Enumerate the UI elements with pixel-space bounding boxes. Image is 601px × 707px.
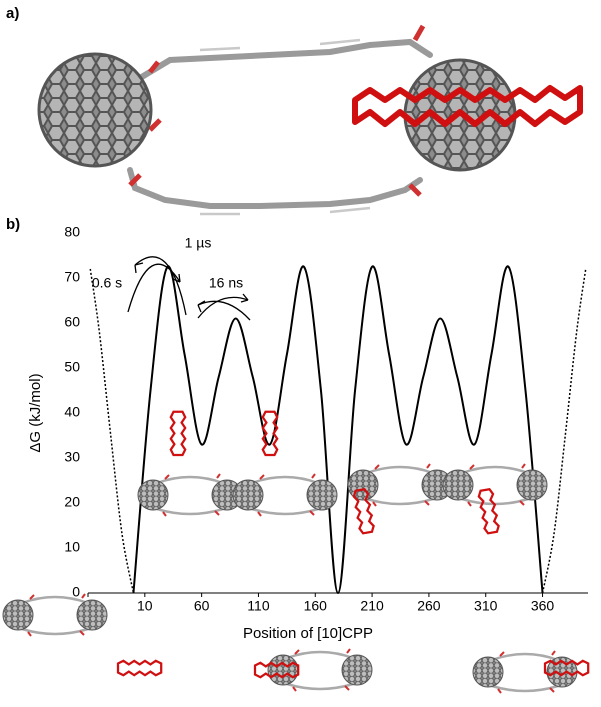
energy-curve	[543, 269, 586, 593]
y-tick-label: 30	[64, 449, 80, 465]
x-tick-label: 360	[531, 598, 555, 614]
x-tick-label: 210	[360, 598, 384, 614]
panel-label: a)	[6, 5, 19, 22]
rate-annotation: 1 µs	[185, 235, 212, 251]
energy-curve	[133, 266, 542, 593]
y-tick-label: 20	[64, 494, 80, 510]
x-tick-label: 60	[194, 598, 210, 614]
y-axis-title: ΔG (kJ/mol)	[27, 373, 44, 452]
figure: a) b) 01020304050607080-4010601101602102…	[0, 0, 601, 707]
y-tick-label: 60	[64, 314, 80, 330]
y-tick-label: 70	[64, 269, 80, 285]
y-tick-label: 50	[64, 359, 80, 375]
x-tick-label: 310	[474, 598, 498, 614]
molecule-illustration	[39, 26, 580, 214]
x-tick-label: 10	[137, 598, 153, 614]
y-tick-label: 10	[64, 539, 80, 555]
molecule-illustration	[3, 412, 588, 693]
y-tick-label: 80	[64, 224, 80, 240]
rate-annotation: 16 ns	[209, 275, 243, 291]
x-axis-title: Position of [10]CPP	[243, 625, 373, 642]
x-tick-label: 160	[304, 598, 328, 614]
y-tick-label: 40	[64, 404, 80, 420]
panel-label: b)	[6, 216, 20, 233]
energy-curve	[90, 269, 133, 593]
rate-annotation: 0.6 s	[92, 275, 122, 291]
x-tick-label: 110	[247, 598, 270, 614]
x-tick-label: 260	[417, 598, 441, 614]
